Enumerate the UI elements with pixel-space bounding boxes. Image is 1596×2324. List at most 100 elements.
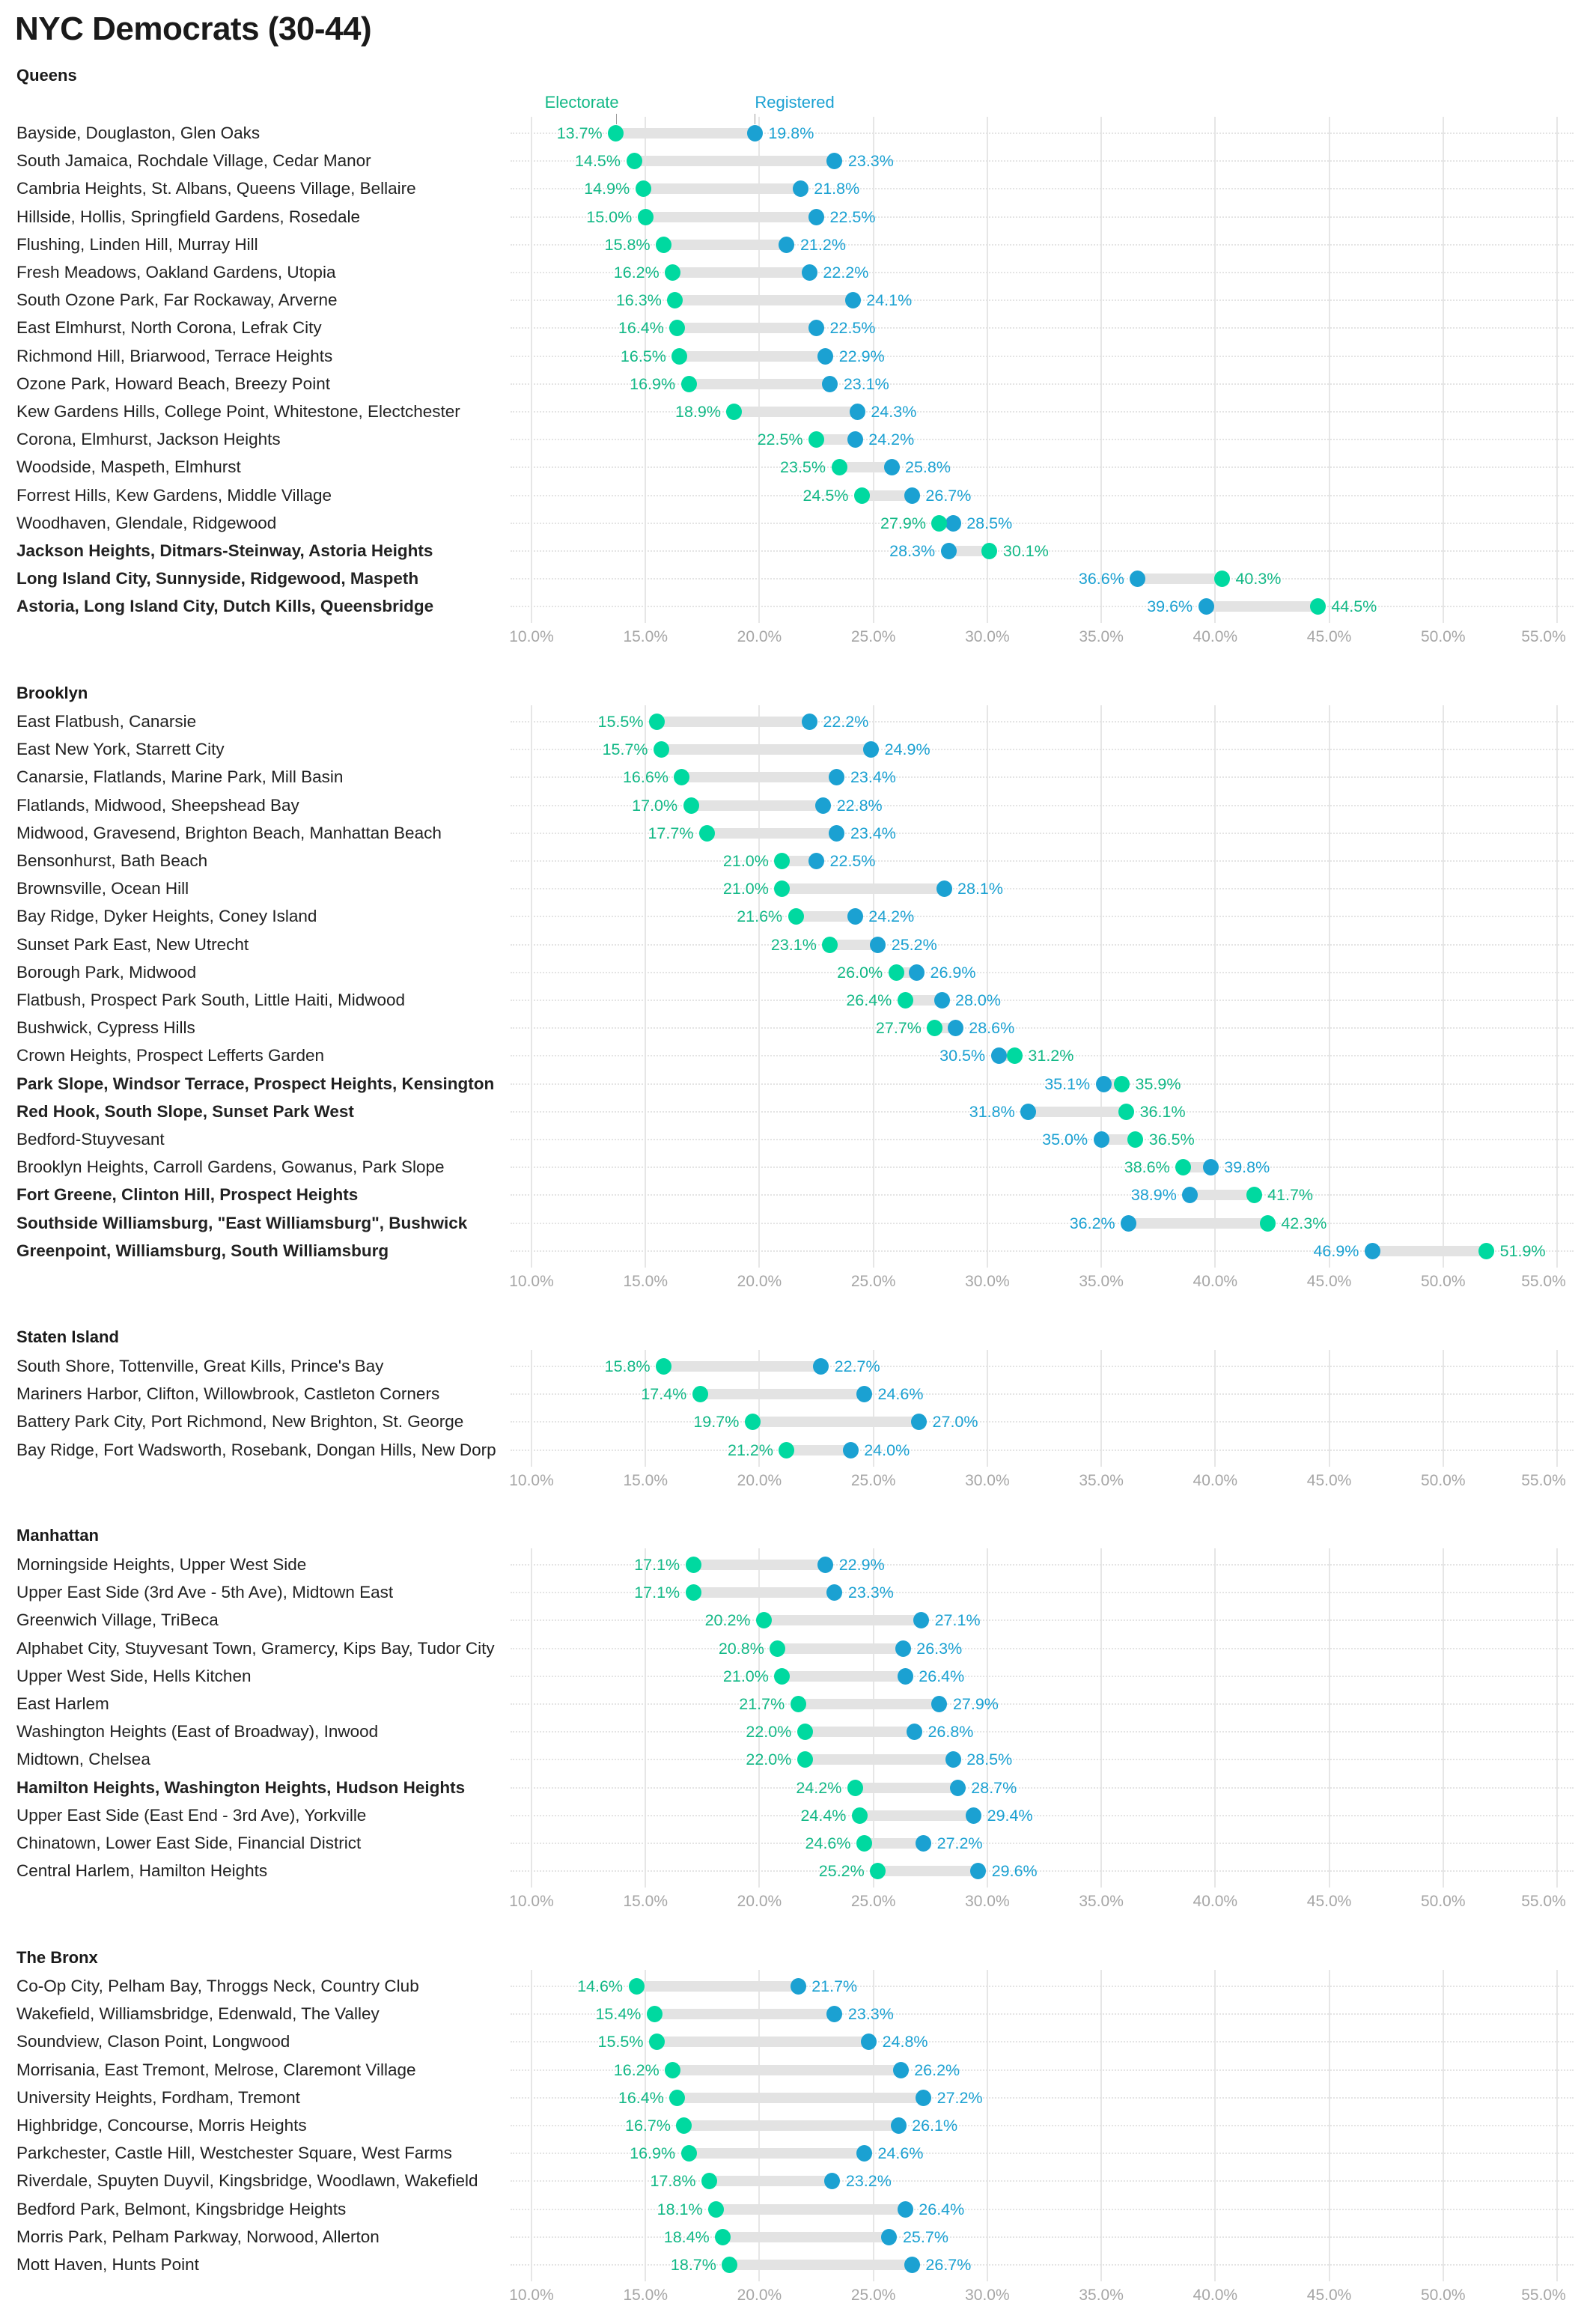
registered-value: 21.7% bbox=[811, 1977, 858, 1995]
row-label: Corona, Elmhurst, Jackson Heights bbox=[16, 430, 281, 449]
range-bar bbox=[693, 1560, 826, 1570]
electorate-value: 27.9% bbox=[880, 514, 926, 532]
registered-value: 28.0% bbox=[955, 991, 1001, 1009]
registered-dot bbox=[909, 964, 925, 981]
registered-dot bbox=[813, 1358, 829, 1375]
range-bar bbox=[636, 1981, 799, 1992]
electorate-dot bbox=[1127, 1131, 1144, 1148]
registered-value: 28.5% bbox=[966, 514, 1013, 532]
range-bar bbox=[709, 2176, 832, 2187]
row-guide bbox=[511, 1421, 1574, 1423]
section-title: Staten Island bbox=[16, 1327, 119, 1346]
x-tick-label: 30.0% bbox=[965, 1471, 1010, 1489]
electorate-value: 16.7% bbox=[625, 2117, 671, 2135]
electorate-dot bbox=[851, 1807, 868, 1824]
electorate-dot bbox=[656, 236, 672, 253]
electorate-dot bbox=[856, 1835, 872, 1852]
electorate-value: 18.1% bbox=[657, 2200, 703, 2218]
row-guide bbox=[511, 749, 1574, 751]
registered-dot bbox=[1202, 1159, 1219, 1176]
electorate-dot bbox=[671, 347, 688, 365]
electorate-dot bbox=[654, 741, 670, 758]
electorate-dot bbox=[774, 853, 791, 869]
range-bar bbox=[729, 2260, 913, 2270]
row-guide bbox=[511, 1703, 1574, 1705]
electorate-dot bbox=[608, 125, 624, 142]
electorate-dot bbox=[897, 992, 913, 1009]
registered-value: 39.8% bbox=[1224, 1158, 1270, 1177]
row-label: Bay Ridge, Fort Wadsworth, Rosebank, Don… bbox=[16, 1440, 496, 1459]
electorate-value: 15.8% bbox=[604, 235, 651, 254]
row-guide bbox=[511, 804, 1574, 806]
registered-dot bbox=[817, 347, 834, 365]
electorate-value: 18.4% bbox=[663, 2227, 710, 2246]
row-label: Ozone Park, Howard Beach, Breezy Point bbox=[16, 374, 330, 393]
registered-value: 24.0% bbox=[864, 1441, 910, 1459]
row-label: Alphabet City, Stuyvesant Town, Gramercy… bbox=[16, 1638, 495, 1658]
registered-dot bbox=[1182, 1187, 1198, 1204]
registered-dot bbox=[949, 1779, 966, 1796]
x-tick-label: 55.0% bbox=[1521, 2287, 1566, 2304]
registered-dot bbox=[916, 2089, 932, 2106]
range-bar bbox=[716, 2203, 906, 2215]
row-label: Mariners Harbor, Clifton, Willowbrook, C… bbox=[16, 1384, 440, 1404]
registered-value: 22.9% bbox=[838, 1556, 885, 1574]
range-bar bbox=[663, 239, 787, 250]
range-bar bbox=[805, 1727, 915, 1738]
registered-value: 35.0% bbox=[1042, 1131, 1088, 1149]
registered-dot bbox=[947, 1020, 963, 1037]
electorate-value: 15.5% bbox=[597, 2033, 644, 2051]
gridline bbox=[1328, 1350, 1330, 1467]
electorate-dot bbox=[1114, 1075, 1130, 1092]
gridline bbox=[986, 117, 988, 624]
row-label: Jackson Heights, Ditmars-Steinway, Astor… bbox=[16, 541, 433, 560]
row-guide bbox=[511, 1250, 1574, 1252]
x-tick-label: 35.0% bbox=[1079, 628, 1124, 646]
gridline bbox=[1556, 117, 1558, 624]
registered-dot bbox=[1020, 1103, 1037, 1120]
range-bar bbox=[1101, 1134, 1136, 1145]
gridline bbox=[1100, 1548, 1103, 1888]
electorate-value: 21.2% bbox=[728, 1441, 773, 1459]
electorate-value: 21.6% bbox=[737, 907, 783, 926]
range-bar bbox=[855, 1782, 958, 1793]
registered-value: 24.6% bbox=[877, 2144, 924, 2163]
row-label: Borough Park, Midwood bbox=[16, 962, 197, 982]
electorate-dot bbox=[822, 936, 838, 953]
gridline bbox=[531, 1548, 532, 1888]
electorate-dot bbox=[870, 1863, 886, 1880]
x-tick-label: 50.0% bbox=[1420, 1272, 1466, 1290]
range-bar bbox=[948, 546, 990, 556]
electorate-value: 16.9% bbox=[630, 374, 676, 393]
registered-value: 24.6% bbox=[877, 1385, 924, 1404]
row-label: Greenpoint, Williamsburg, South Williams… bbox=[16, 1241, 389, 1260]
registered-value: 24.8% bbox=[882, 2033, 928, 2051]
electorate-value: 26.4% bbox=[846, 991, 892, 1009]
row-label: South Shore, Tottenville, Great Kills, P… bbox=[16, 1357, 384, 1375]
x-tick-label: 15.0% bbox=[623, 628, 668, 646]
registered-dot bbox=[936, 880, 952, 898]
row-guide bbox=[511, 383, 1574, 385]
row-label: Richmond Hill, Briarwood, Terrace Height… bbox=[16, 346, 333, 365]
electorate-value: 41.7% bbox=[1267, 1186, 1314, 1205]
x-tick-label: 35.0% bbox=[1079, 1272, 1124, 1290]
electorate-dot bbox=[808, 431, 825, 448]
row-label: Midwood, Gravesend, Brighton Beach, Manh… bbox=[16, 823, 442, 842]
registered-dot bbox=[890, 2117, 907, 2134]
row-guide bbox=[511, 1647, 1574, 1649]
electorate-value: 14.6% bbox=[577, 1977, 624, 1995]
gridline bbox=[1100, 705, 1103, 1268]
x-tick-label: 10.0% bbox=[509, 1471, 554, 1489]
row-guide bbox=[511, 1843, 1574, 1844]
row-label: Bushwick, Cypress Hills bbox=[16, 1018, 195, 1038]
registered-value: 26.4% bbox=[919, 2200, 965, 2218]
row-guide bbox=[511, 721, 1574, 723]
section-title: Queens bbox=[16, 66, 77, 85]
range-bar bbox=[798, 1699, 939, 1709]
electorate-dot bbox=[701, 2173, 717, 2190]
registered-value: 27.0% bbox=[932, 1413, 978, 1432]
row-label: Fort Greene, Clinton Hill, Prospect Heig… bbox=[16, 1185, 359, 1205]
range-bar bbox=[689, 378, 830, 389]
row-guide bbox=[511, 299, 1574, 302]
row-label: Highbridge, Concourse, Morris Heights bbox=[16, 2116, 307, 2135]
